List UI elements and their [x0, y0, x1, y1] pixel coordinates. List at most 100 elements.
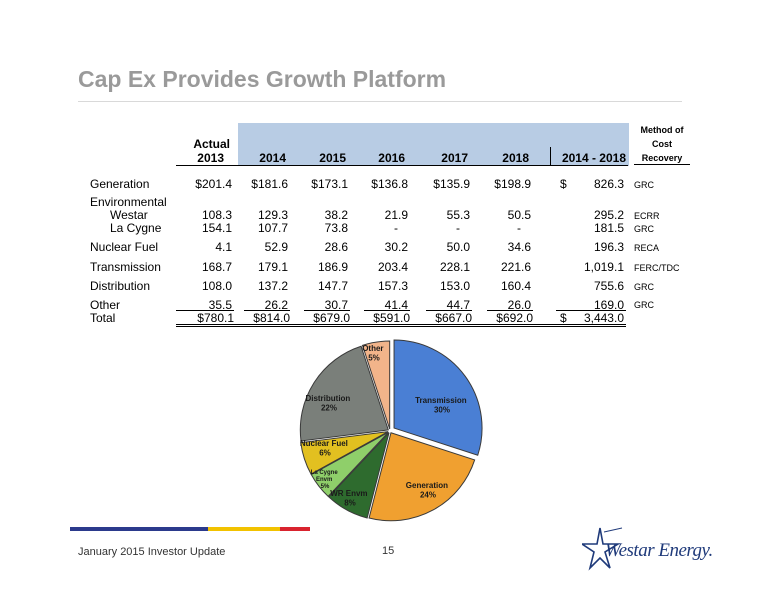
- cell-distribution-2017: 153.0: [439, 279, 470, 293]
- row-label-distribution: Distribution: [90, 279, 151, 293]
- header-2018: 2018: [502, 151, 529, 165]
- cell-total-dollar: $: [560, 311, 567, 325]
- other-underline-2017: [426, 310, 472, 311]
- cell-generation-2017: $135.9: [433, 177, 470, 191]
- method-header-underline: [634, 164, 690, 165]
- page-title: Cap Ex Provides Growth Platform: [78, 66, 447, 92]
- row-label-generation: Generation: [90, 177, 150, 191]
- cell-transmission-2017: 228.1: [439, 260, 470, 274]
- cell-other-2016: 41.4: [384, 298, 408, 312]
- cell-nuclear-2017: 50.0: [446, 240, 470, 254]
- footer-bar-segment: [70, 527, 208, 531]
- cell-lacygne-2014: 107.7: [257, 221, 288, 235]
- method-distribution: GRC: [634, 282, 654, 292]
- header-method-line1: Method of: [640, 125, 684, 135]
- footer-bar-segment: [208, 527, 280, 531]
- pie-slice-nuclear-fuel: [300, 431, 389, 475]
- page-number: 15: [382, 545, 395, 557]
- cell-transmission-2013: 168.7: [201, 260, 232, 274]
- cell-distribution-2013: 108.0: [201, 279, 232, 293]
- cell-distribution-2015: 147.7: [317, 279, 348, 293]
- cell-total-2013: $780.1: [197, 311, 234, 325]
- header-method: Method of Cost Recovery: [634, 123, 690, 165]
- method-other: GRC: [634, 300, 654, 310]
- method-westar: ECRR: [634, 211, 660, 221]
- row-label-total: Total: [90, 311, 116, 325]
- slice-label-wr-envm: WR Envm 8%: [330, 489, 370, 508]
- cell-westar-total: 295.2: [593, 208, 624, 222]
- slice-label-nuclear-fuel: Nuclear Fuel 6%: [300, 439, 350, 458]
- cell-transmission-2014: 179.1: [257, 260, 288, 274]
- header-total-range: 2014 - 2018: [561, 151, 626, 165]
- slice-label-generation: Generation 24%: [406, 481, 450, 500]
- cell-generation-2018: $198.9: [494, 177, 531, 191]
- cell-westar-2018: 50.5: [507, 208, 531, 222]
- cell-total-2015: $679.0: [313, 311, 350, 325]
- cell-lacygne-2015: 73.8: [324, 221, 348, 235]
- title-divider: [78, 101, 682, 102]
- cell-other-2015: 30.7: [324, 298, 348, 312]
- cell-transmission-2016: 203.4: [377, 260, 408, 274]
- slice-label-distribution: Distribution 22%: [305, 394, 352, 413]
- cell-westar-2016: 21.9: [384, 208, 408, 222]
- pie-slice-distribution: [299, 345, 389, 442]
- method-generation: GRC: [634, 180, 654, 190]
- westar-logo-star-icon: [582, 527, 623, 571]
- cell-other-total: 169.0: [593, 298, 624, 312]
- cell-lacygne-2016: -: [394, 221, 398, 235]
- row-label-other: Other: [90, 298, 121, 312]
- other-underline-2013: [176, 310, 234, 311]
- other-underline-2014: [244, 310, 290, 311]
- cell-transmission-2018: 221.6: [500, 260, 531, 274]
- cell-other-2018: 26.0: [507, 298, 531, 312]
- cell-other-2017: 44.7: [446, 298, 470, 312]
- cell-westar-2017: 55.3: [446, 208, 470, 222]
- header-2014: 2014: [259, 151, 286, 165]
- cell-lacygne-2017: -: [456, 221, 460, 235]
- westar-logo-text: Westar Energy.: [605, 540, 713, 561]
- cell-westar-2014: 129.3: [257, 208, 288, 222]
- cell-generation-2013: $201.4: [195, 177, 232, 191]
- pie-slice-transmission: [393, 339, 483, 456]
- cell-total-total: 3,443.0: [583, 311, 624, 325]
- cell-total-2018: $692.0: [496, 311, 533, 325]
- cell-total-2014: $814.0: [253, 311, 290, 325]
- footer-caption: January 2015 Investor Update: [78, 546, 226, 558]
- header-2015: 2015: [319, 151, 346, 165]
- cell-transmission-2015: 186.9: [317, 260, 348, 274]
- cell-distribution-2018: 160.4: [500, 279, 531, 293]
- other-underline-2015: [304, 310, 350, 311]
- slice-label-lacygne-envm: La Cygne Envm 5%: [311, 470, 340, 490]
- cell-distribution-total: 755.6: [593, 279, 624, 293]
- cell-nuclear-2013: 4.1: [215, 240, 232, 254]
- cell-distribution-2016: 157.3: [377, 279, 408, 293]
- cell-other-2013: 35.5: [208, 298, 232, 312]
- method-transmission: FERC/TDC: [634, 263, 680, 273]
- header-method-line2: Cost: [652, 139, 672, 149]
- cell-transmission-total: 1,019.1: [583, 260, 624, 274]
- cell-nuclear-2015: 28.6: [324, 240, 348, 254]
- slice-label-transmission: Transmission 30%: [415, 396, 469, 415]
- cell-generation-2015: $173.1: [311, 177, 348, 191]
- row-label-transmission: Transmission: [90, 260, 161, 274]
- row-label-nuclear-fuel: Nuclear Fuel: [90, 240, 159, 254]
- cell-nuclear-2018: 34.6: [507, 240, 531, 254]
- cell-other-2014: 26.2: [264, 298, 288, 312]
- header-2017: 2017: [441, 151, 468, 165]
- header-underline: [176, 165, 628, 166]
- cell-lacygne-2018: -: [517, 221, 521, 235]
- header-separator: [550, 147, 551, 166]
- cell-nuclear-2014: 52.9: [264, 240, 288, 254]
- method-nuclear: RECA: [634, 243, 660, 253]
- cell-generation-total: 826.3: [593, 177, 624, 191]
- cell-generation-dollar: $: [560, 177, 567, 191]
- row-label-environmental: Environmental: [90, 195, 167, 209]
- other-underline-2018: [487, 310, 533, 311]
- row-label-westar: Westar: [110, 208, 148, 222]
- projection-header-band: [238, 123, 629, 166]
- pie-slices: [299, 339, 483, 522]
- header-2013: 2013: [197, 151, 224, 165]
- cell-total-2017: $667.0: [435, 311, 472, 325]
- cell-total-2016: $591.0: [373, 311, 410, 325]
